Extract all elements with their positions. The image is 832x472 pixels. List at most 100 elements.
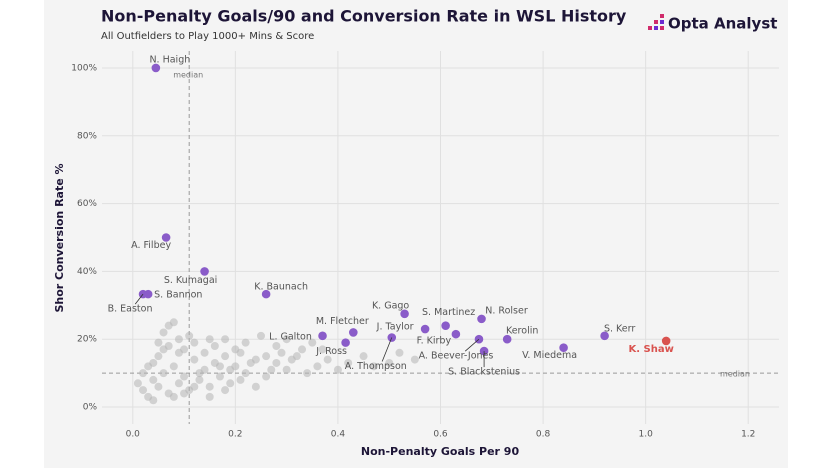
point	[159, 328, 168, 337]
point	[180, 372, 189, 381]
point	[210, 342, 219, 351]
y-tick-label: 100%	[71, 63, 97, 73]
point	[256, 331, 265, 340]
point-label: J. Ross	[315, 346, 347, 357]
leader-line	[464, 338, 480, 352]
x-tick-label: 1.0	[638, 430, 653, 440]
point	[262, 352, 271, 361]
median-label: median	[173, 71, 203, 80]
point	[215, 372, 224, 381]
point	[139, 386, 148, 395]
point	[287, 355, 296, 364]
point	[344, 358, 353, 367]
point-label: L. Galton	[269, 331, 312, 342]
point-label: Kerolin	[506, 326, 538, 337]
point	[272, 342, 281, 351]
point	[149, 358, 158, 367]
y-tick-label: 60%	[77, 199, 97, 209]
point	[200, 267, 209, 276]
point	[161, 233, 171, 242]
point	[241, 369, 250, 378]
point	[180, 389, 189, 398]
point	[261, 289, 271, 299]
y-tick-label: 0%	[83, 403, 98, 413]
point	[174, 379, 183, 388]
point	[159, 369, 168, 378]
point	[395, 348, 404, 357]
point	[313, 362, 322, 371]
point	[359, 352, 368, 361]
point	[451, 329, 461, 339]
point	[272, 358, 281, 367]
point	[385, 358, 394, 367]
x-tick-label: 0.0	[126, 430, 141, 440]
point	[282, 365, 291, 374]
point	[318, 345, 327, 354]
point	[185, 331, 194, 340]
chart-title: Non-Penalty Goals/90 and Conversion Rate…	[101, 7, 627, 26]
point	[441, 321, 450, 330]
point	[277, 348, 286, 357]
point	[477, 314, 486, 324]
brand: Opta Analyst	[668, 15, 777, 33]
point	[323, 355, 332, 364]
point-label: N. Haigh	[149, 54, 190, 65]
x-axis-label: Non-Penalty Goals Per 90	[361, 445, 520, 458]
point	[195, 369, 204, 378]
point	[205, 335, 214, 344]
point	[559, 343, 568, 353]
point	[139, 369, 148, 378]
point	[502, 334, 512, 344]
x-tick-label: 0.6	[433, 430, 448, 440]
point-label: S. Blackstenius	[448, 367, 520, 378]
point-label: S. Kumagai	[164, 275, 217, 286]
y-tick-label: 40%	[77, 267, 97, 277]
point	[349, 328, 358, 337]
point-label: B. Easton	[108, 304, 153, 315]
point	[410, 355, 419, 364]
point	[205, 392, 214, 401]
point	[236, 375, 245, 384]
point	[169, 392, 178, 401]
point	[600, 331, 609, 341]
x-tick-label: 1.2	[741, 430, 755, 440]
point	[318, 331, 327, 341]
point	[154, 352, 163, 361]
point	[174, 348, 183, 357]
point	[241, 338, 250, 347]
y-axis-label: Shor Conversion Rate %	[53, 163, 66, 312]
point	[282, 335, 291, 344]
point	[303, 369, 312, 378]
point-label: S. Kerr	[604, 323, 635, 334]
point-label: S. Bannon	[154, 290, 202, 301]
point-label: J. Taylor	[376, 322, 414, 333]
point-label: A. Filbey	[131, 240, 171, 251]
point	[226, 365, 235, 374]
y-tick-label: 80%	[77, 131, 97, 141]
leader-line	[381, 337, 393, 362]
point	[298, 345, 307, 354]
y-tick-label: 20%	[77, 335, 97, 345]
point-label: F. Kirby	[417, 336, 452, 347]
point-label: K. Baunach	[254, 282, 308, 293]
x-tick-label: 0.4	[331, 430, 346, 440]
chart-subtitle: All Outfielders to Play 1000+ Mins & Sco…	[101, 31, 314, 42]
point	[190, 355, 199, 364]
point	[190, 382, 199, 391]
point	[246, 358, 255, 367]
point	[133, 379, 142, 388]
point	[267, 365, 276, 374]
point	[333, 365, 342, 374]
point	[159, 345, 168, 354]
point	[226, 379, 235, 388]
point	[369, 362, 378, 371]
x-tick-label: 0.8	[536, 430, 551, 440]
point	[154, 382, 163, 391]
leader-line	[134, 293, 144, 305]
point	[200, 348, 209, 357]
median-label: median	[720, 370, 750, 379]
point	[143, 289, 153, 299]
point-label: M. Fletcher	[316, 316, 369, 327]
point	[400, 309, 409, 319]
point	[205, 382, 214, 391]
